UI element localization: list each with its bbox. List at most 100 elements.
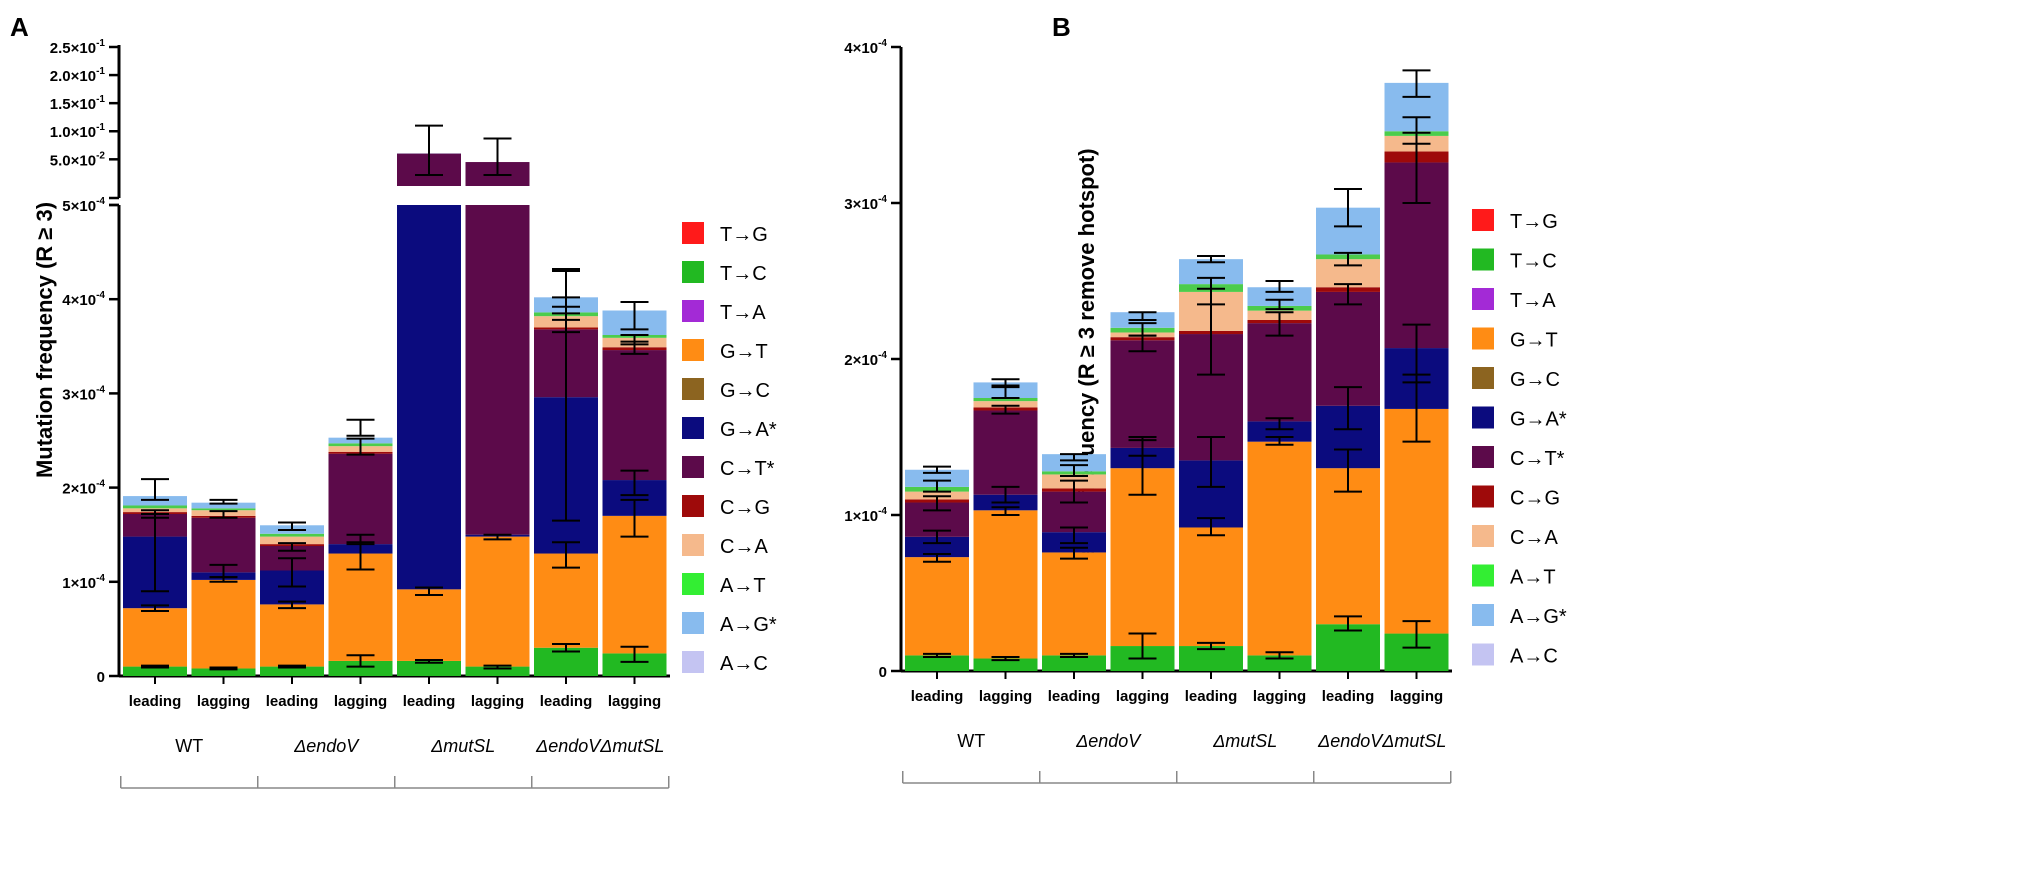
bar-segment [397, 589, 461, 661]
x-category-label: lagging [197, 693, 250, 710]
bar-segment [328, 453, 393, 545]
legend-swatch [1472, 485, 1494, 508]
bar-segment [260, 536, 324, 545]
x-category-label: lagging [979, 688, 1032, 705]
legend-swatch [682, 261, 704, 283]
legend-label: T→A [1510, 290, 1556, 312]
y-tick-label: 1×10-4 [62, 573, 105, 592]
y-tick-label: 5×10-4 [62, 196, 105, 215]
bar-segment [1042, 552, 1106, 656]
y-tick-label: 4×10-4 [62, 290, 105, 309]
legend-label: G→A* [720, 419, 777, 441]
bar-segment [191, 508, 256, 511]
legend-swatch [1472, 564, 1494, 587]
y-tick-label: 0 [879, 664, 887, 681]
legend-swatch [682, 456, 704, 478]
y-tick-label-exponent: -1 [96, 122, 105, 133]
y-tick-label-mantissa: 0 [879, 664, 887, 681]
legend-swatch [682, 651, 704, 673]
bar-segment [1110, 340, 1175, 448]
legend-swatch [1472, 288, 1494, 310]
x-category-label: lagging [1116, 688, 1169, 705]
panel-a-label: A [10, 12, 29, 42]
bar-segment [123, 666, 187, 676]
legend-label: C→A [1510, 527, 1558, 549]
y-tick-label: 1.5×10-1 [50, 94, 106, 113]
legend-swatch [1472, 446, 1494, 468]
y-tick-label-mantissa: 4×10 [62, 292, 96, 309]
panel-a-error-bars [141, 124, 649, 671]
y-tick-label: 2×10-4 [62, 479, 105, 498]
legend-swatch [682, 378, 704, 400]
y-tick-label-mantissa: 3×10 [844, 196, 878, 213]
legend-label: C→T* [1510, 448, 1565, 470]
panel-b-error-bars [923, 69, 1431, 662]
bar-segment [465, 536, 530, 667]
bar-segment [1316, 468, 1380, 625]
x-category-label: leading [1185, 688, 1238, 705]
bar-segment [973, 398, 1038, 402]
legend-label: T→C [720, 263, 767, 285]
panel-b-label: B [1052, 12, 1071, 42]
y-tick-label-mantissa: 2.5×10 [50, 40, 96, 57]
x-category-label: leading [403, 693, 456, 710]
y-tick-label-exponent: -1 [96, 38, 105, 49]
y-tick-label-exponent: -1 [96, 94, 105, 105]
bar-segment [1247, 421, 1312, 442]
group-label: WT [175, 736, 203, 756]
bar-segment [534, 553, 598, 648]
legend-label: T→G [720, 224, 768, 246]
legend-label: G→A* [1510, 409, 1567, 431]
bar-segment [1247, 323, 1312, 422]
bar-segment [602, 350, 667, 481]
bar-segment [905, 655, 969, 671]
bar-segment [191, 517, 256, 573]
group-label: ΔendoV [293, 736, 360, 756]
bar-segment [260, 604, 324, 667]
panel-b-x-categories: leading lagging leading lagging leading laggi… [911, 671, 1443, 705]
y-tick-label-exponent: -4 [96, 573, 105, 584]
y-tick-label-mantissa: 1×10 [844, 508, 878, 525]
group-label: ΔendoVΔmutSL [1317, 731, 1446, 751]
y-tick-label-exponent: -4 [878, 350, 887, 361]
y-tick-label: 0 [97, 669, 105, 686]
legend-label: G→C [1510, 369, 1560, 391]
bar-segment [191, 502, 256, 509]
legend-swatch [1472, 406, 1494, 429]
y-tick-label-exponent: -4 [96, 196, 105, 207]
legend-swatch [1472, 525, 1494, 547]
bar-segment [1110, 468, 1175, 647]
legend-label: G→T [720, 341, 768, 363]
legend-swatch [682, 534, 704, 556]
y-tick-label: 2.0×10-1 [50, 66, 106, 85]
y-tick-label: 1.0×10-1 [50, 122, 106, 141]
y-tick-label-exponent: -4 [96, 384, 105, 395]
legend-label: C→A [720, 536, 768, 558]
x-category-label: leading [1048, 688, 1101, 705]
x-category-label: lagging [471, 693, 524, 710]
bar-segment [973, 401, 1038, 408]
bar-segment [328, 660, 393, 676]
legend-label: T→G [1510, 211, 1558, 233]
group-label: ΔmutSL [1212, 731, 1277, 751]
panel-a-legend: T→G T→C T→A G→T G→C G→A* C→T* C→G C→A A→T A→G* A→C [682, 222, 777, 675]
bar-segment [905, 536, 969, 558]
y-tick-label-mantissa: 1×10 [62, 575, 96, 592]
legend-swatch [1472, 643, 1494, 666]
legend-swatch [682, 495, 704, 517]
y-tick-label-mantissa: 1.5×10 [50, 96, 96, 113]
y-tick-label-exponent: -2 [96, 150, 105, 161]
bar-segment [465, 205, 530, 535]
legend-label: A→T [1510, 567, 1556, 589]
legend-label: C→G [720, 497, 770, 519]
bar-segment [1042, 454, 1106, 472]
bar-segment [1316, 624, 1380, 671]
y-tick-label-mantissa: 1.0×10 [50, 124, 96, 141]
bar-segment [905, 469, 969, 487]
legend-swatch [682, 612, 704, 634]
legend-swatch [682, 222, 704, 244]
y-tick-label: 3×10-4 [62, 384, 105, 403]
panel-b-legend: T→G T→C T→A G→T G→C G→A* C→T* C→G C→A A→T A→G* A→C [1472, 209, 1567, 668]
y-tick-label-mantissa: 5.0×10 [50, 152, 96, 169]
